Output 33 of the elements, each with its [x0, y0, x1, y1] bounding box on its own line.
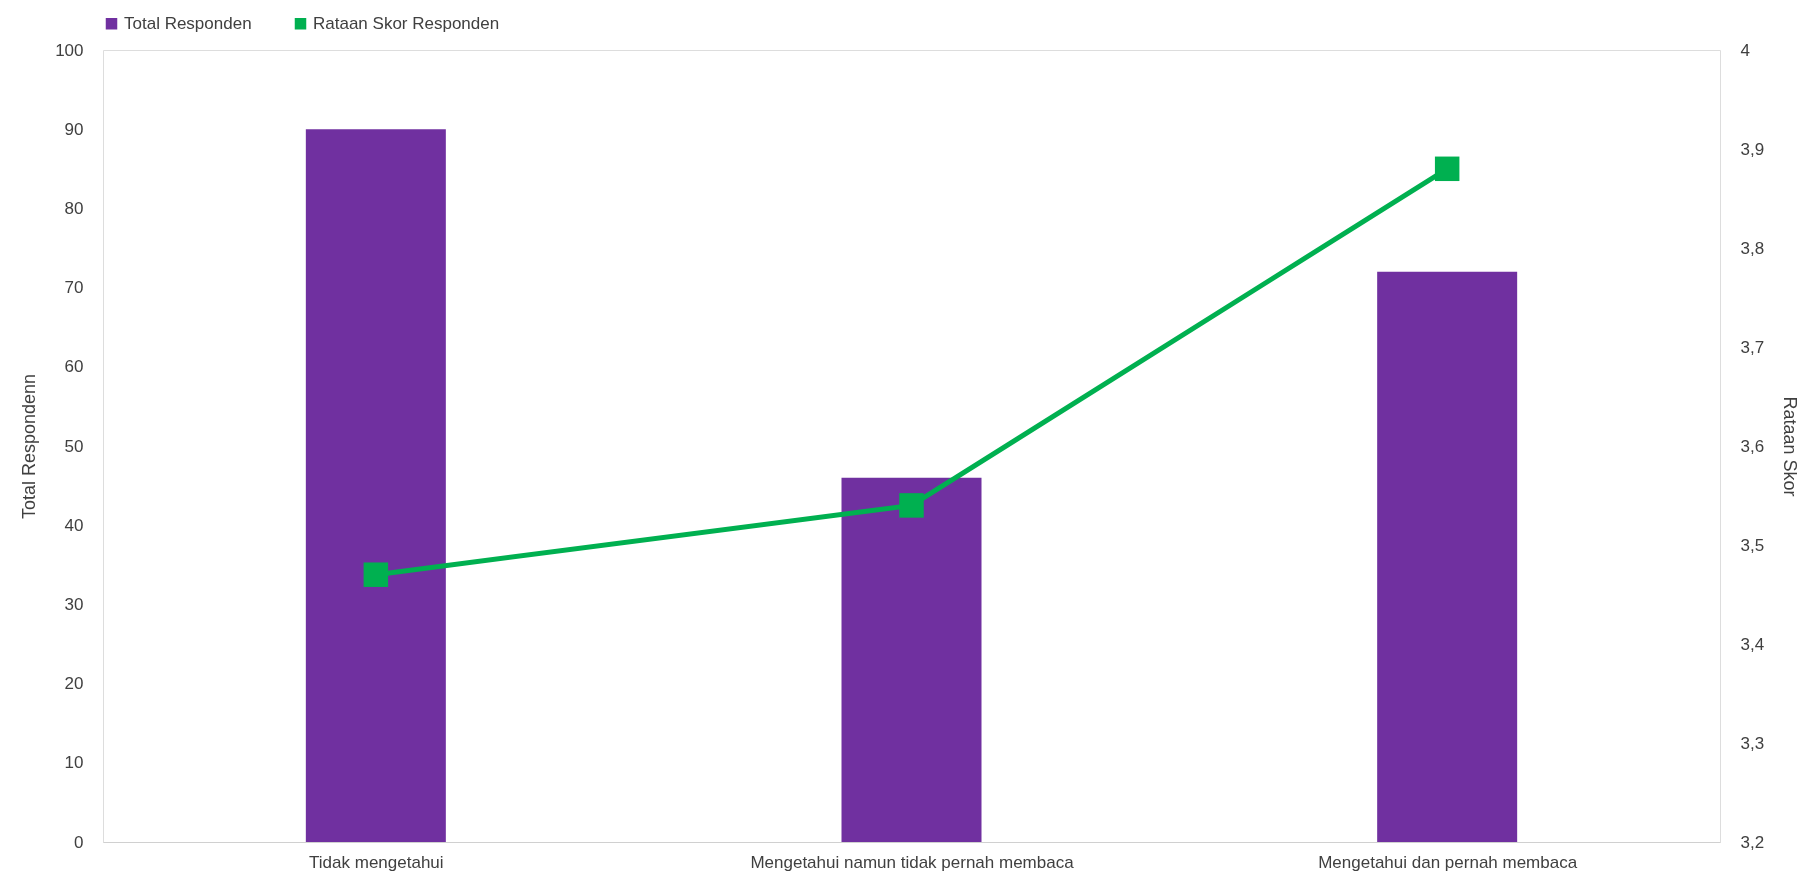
y2-tick-label: 3,7: [1740, 337, 1765, 357]
y-axis-title: Total Respondenn: [19, 373, 40, 520]
x-tick-label: Mengetahui dan pernah membaca: [1318, 852, 1578, 872]
y2-tick-label: 3,3: [1740, 733, 1765, 753]
legend-label: Rataan Skor Responden: [313, 13, 500, 33]
bar: [841, 477, 982, 842]
x-tick-label: Tidak mengetahui: [309, 852, 444, 872]
y2-tick-label: 3,8: [1740, 238, 1765, 258]
bar: [1377, 271, 1518, 842]
y-tick-label: 80: [64, 198, 84, 218]
y2-axis-title: Rataan Skor: [1780, 396, 1801, 497]
y-tick-label: 40: [64, 515, 84, 535]
point: [1434, 156, 1460, 182]
y2-tick-label: 3,5: [1740, 535, 1765, 555]
y2-tick-label: 4: [1740, 40, 1750, 60]
legend-label: Total Responden: [124, 13, 252, 33]
y2-tick-label: 3,4: [1740, 634, 1765, 654]
y-tick-label: 70: [64, 278, 84, 298]
bar: [305, 129, 446, 842]
y2-tick-label: 3,2: [1740, 832, 1765, 852]
y2-tick-label: 3,6: [1740, 436, 1765, 456]
y2-tick-label: 3,9: [1740, 139, 1765, 159]
y-tick-label: 0: [74, 832, 84, 852]
y-tick-label: 20: [64, 674, 84, 694]
x-tick-label: Mengetahui namun tidak pernah membaca: [750, 852, 1075, 872]
y-tick-label: 50: [64, 436, 84, 456]
y-tick-label: 60: [64, 357, 84, 377]
y-tick-label: 100: [55, 40, 84, 60]
y-tick-label: 10: [64, 753, 84, 773]
y-tick-label: 90: [64, 119, 84, 139]
point: [363, 562, 389, 587]
y-tick-label: 30: [64, 594, 84, 614]
point: [899, 493, 924, 518]
